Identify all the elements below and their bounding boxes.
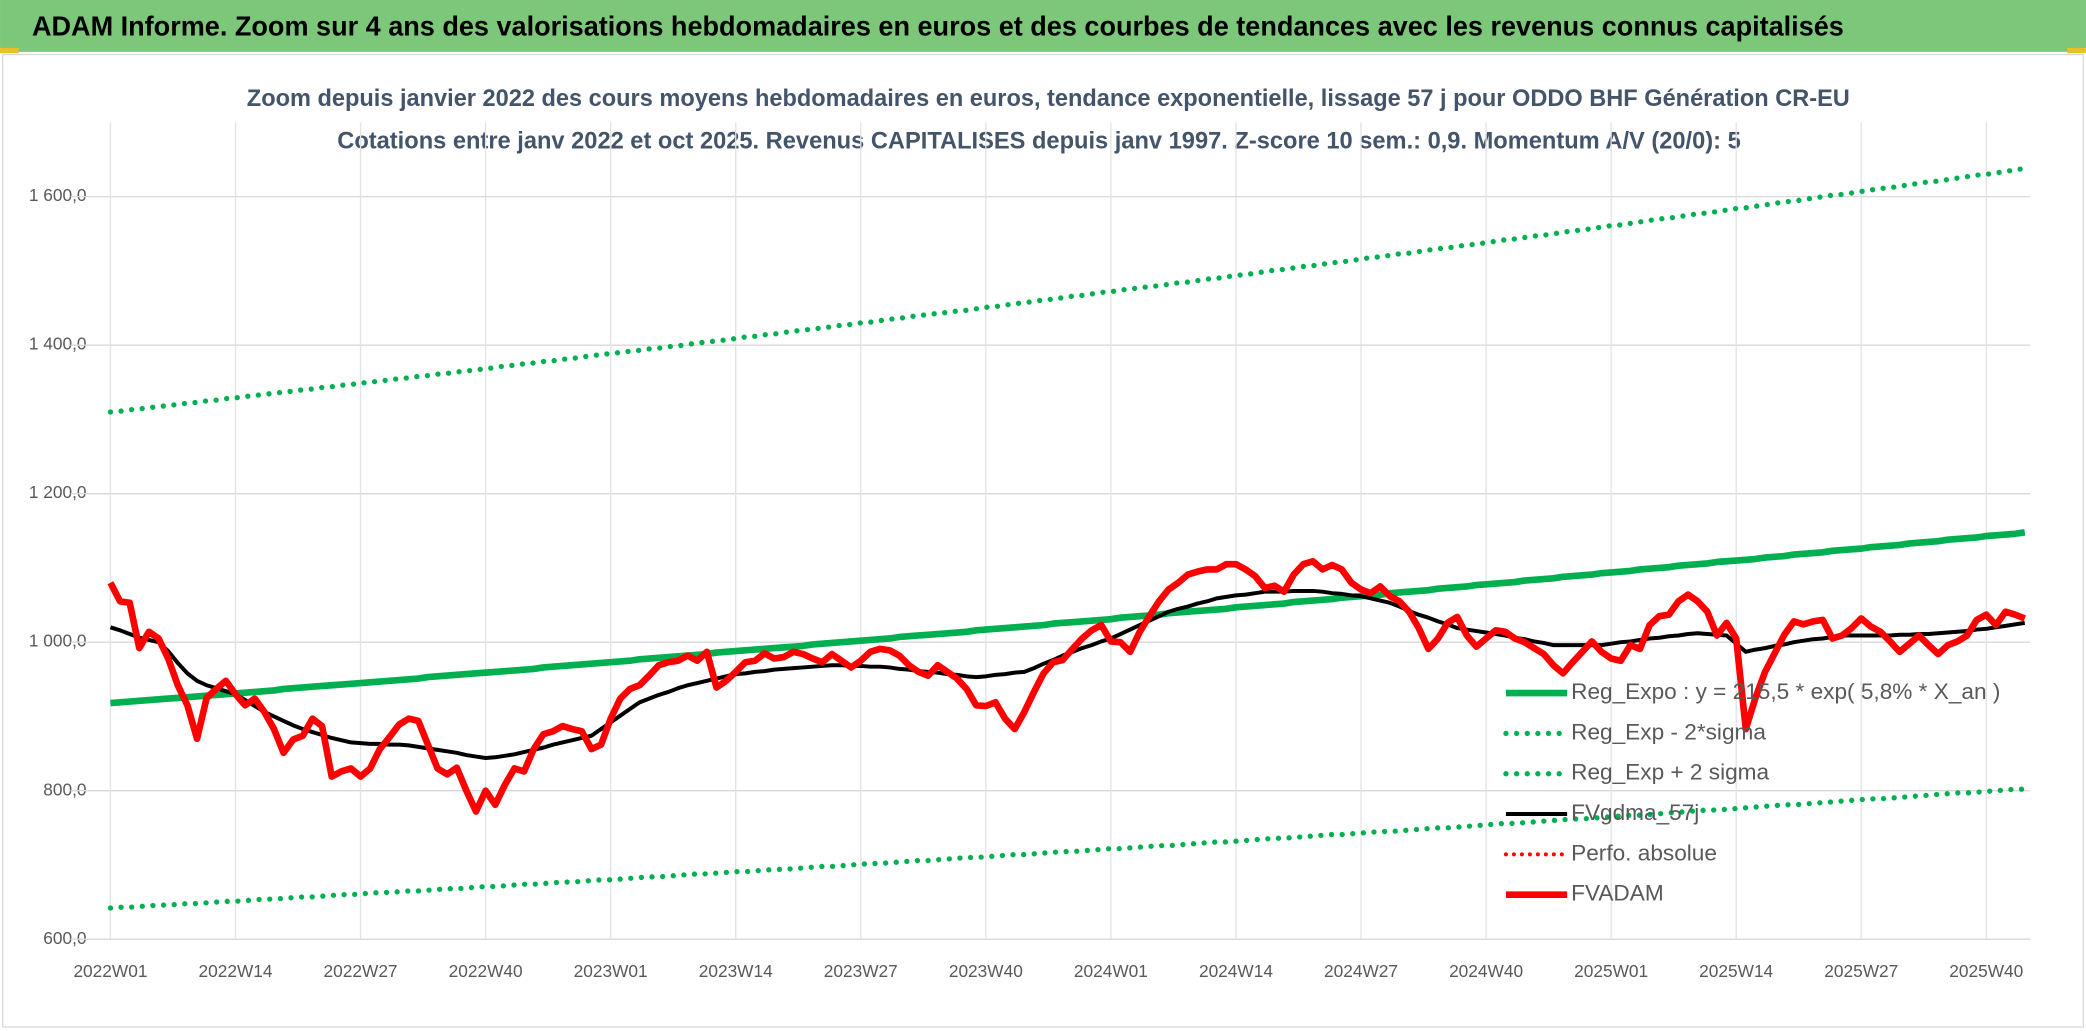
x-tick-label: 2024W14 [1199, 961, 1273, 981]
legend-label: Perfo. absolue [1571, 840, 1717, 865]
y-tick-label: 600,0 [43, 928, 86, 948]
x-tick-label: 2025W14 [1699, 961, 1773, 981]
x-tick-label: 2024W01 [1074, 961, 1148, 981]
x-tick-label: 2022W14 [199, 961, 273, 981]
series-line [110, 529, 2026, 707]
series-line [107, 557, 2026, 815]
x-tick-label: 2022W27 [324, 961, 398, 981]
legend-label: Reg_Exp - 2*sigma [1571, 719, 1766, 744]
x-tick-label: 2023W01 [574, 961, 648, 981]
x-tick-label: 2025W01 [1574, 961, 1648, 981]
legend-label: Reg_Expo : y = 215,5 * exp( 5,8% * X_an … [1571, 679, 2000, 704]
x-tick-label: 2022W40 [449, 961, 523, 981]
series-line [107, 165, 2028, 415]
x-tick-label: 2023W14 [699, 961, 773, 981]
x-tick-label: 2025W27 [1824, 961, 1898, 981]
x-tick-label: 2024W27 [1324, 961, 1398, 981]
corner-mark [2067, 47, 2086, 54]
header-band [0, 0, 2086, 52]
y-tick-label: 1 200,0 [29, 482, 87, 502]
chart-frame [2, 53, 2084, 1028]
header-title: ADAM Informe. Zoom sur 4 ans des valoris… [32, 10, 1844, 41]
x-tick-label: 2022W01 [73, 961, 147, 981]
corner-mark [0, 47, 19, 54]
y-tick-label: 1 400,0 [29, 334, 87, 354]
chart-subtitle: Zoom depuis janvier 2022 des cours moyen… [247, 85, 1850, 112]
y-tick-label: 800,0 [43, 779, 86, 799]
series-line [107, 786, 2028, 911]
x-tick-label: 2024W40 [1449, 961, 1523, 981]
legend-label: FVgdma_57j [1571, 800, 1699, 825]
x-tick-label: 2025W40 [1949, 961, 2023, 981]
x-tick-label: 2023W27 [824, 961, 898, 981]
legend-label: FVADAM [1571, 881, 1664, 906]
legend-label: Reg_Exp + 2 sigma [1571, 760, 1769, 785]
y-tick-label: 1 600,0 [29, 185, 87, 205]
x-tick-label: 2023W40 [949, 961, 1023, 981]
chart-subtitle: Cotations entre janv 2022 et oct 2025. R… [337, 128, 1740, 155]
y-tick-label: 1 000,0 [29, 631, 87, 651]
